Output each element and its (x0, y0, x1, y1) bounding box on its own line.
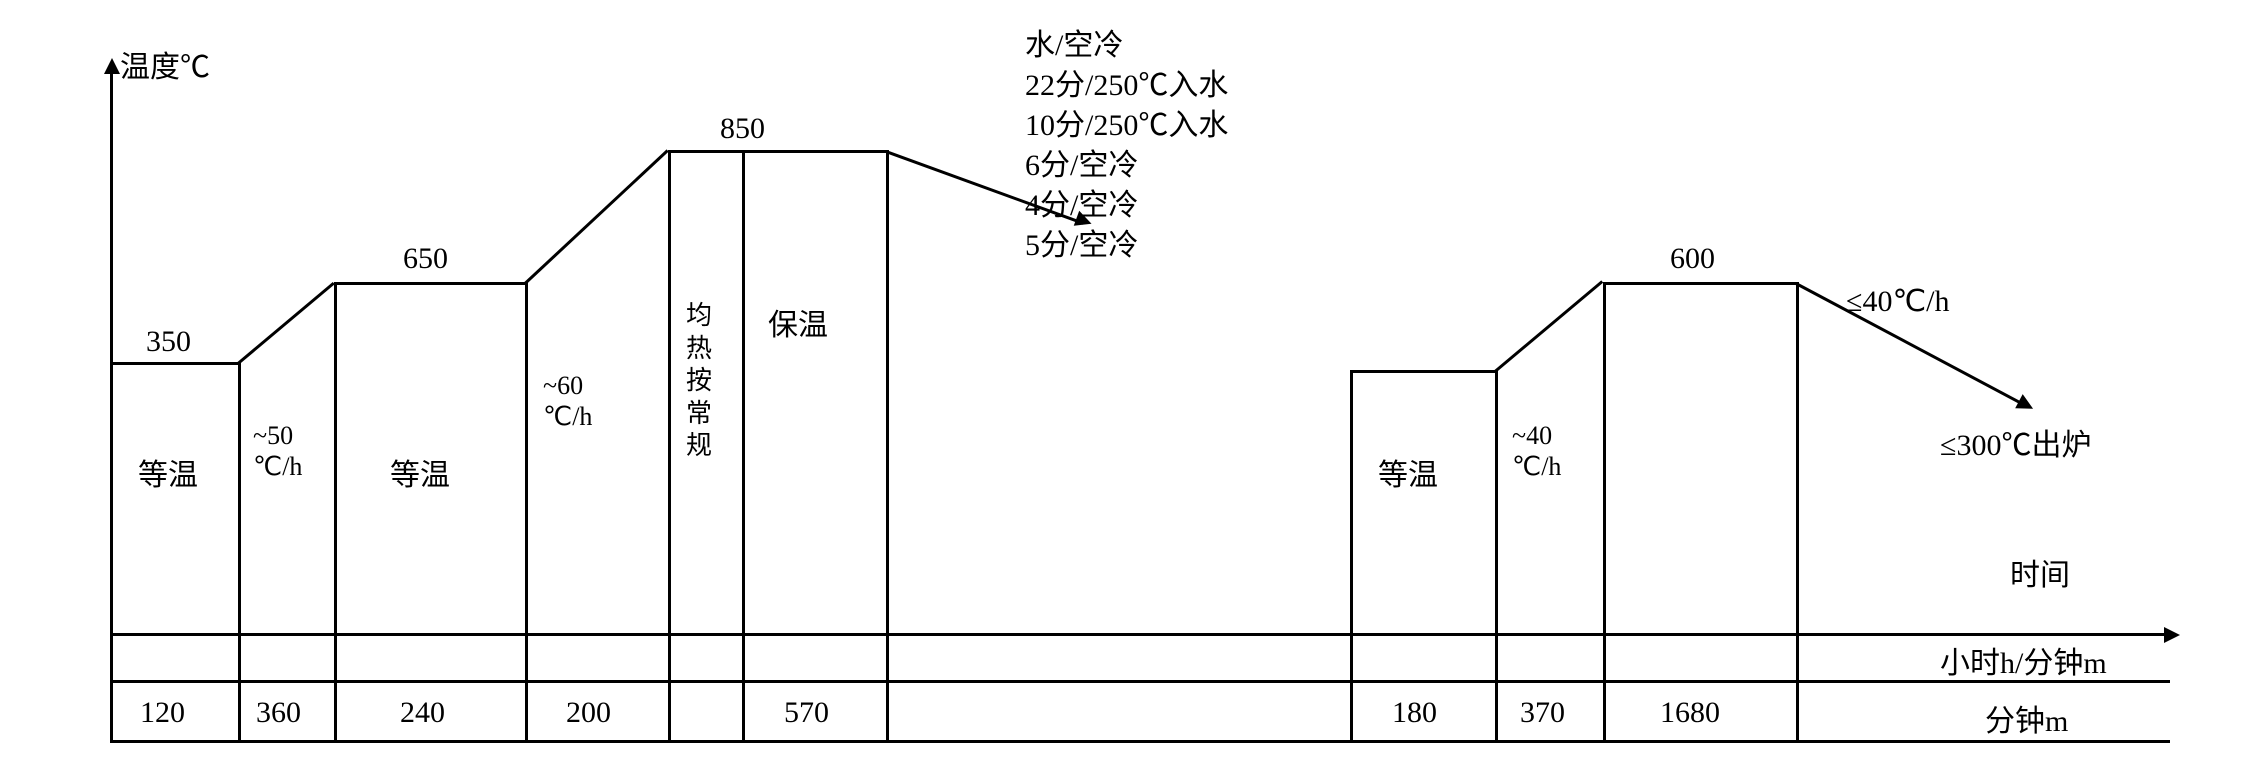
cool-rate-label: ≤40℃/h (1846, 284, 1950, 319)
row-label-minutes: 分钟m (1985, 696, 2068, 740)
cv-9 (1603, 633, 1606, 740)
cooling-line-5: 5分/空冷 (1025, 220, 1138, 264)
table-row-2 (110, 740, 2170, 743)
min-3: 240 (400, 696, 445, 730)
y-axis-label: 温度℃ (120, 42, 210, 86)
ramp-4 (1494, 280, 1603, 372)
plateau-350 (113, 362, 240, 365)
cooling-line-4: 4分/空冷 (1025, 180, 1138, 224)
cooling-line-3: 6分/空冷 (1025, 140, 1138, 184)
heat-treatment-diagram: 温度℃ 350 等温 ~50 ℃/h 650 等温 ~60 ℃/h 850 均 … (20, 20, 2220, 750)
ramp4-label: ~40 ℃/h (1512, 420, 1561, 482)
wall-9 (1603, 282, 1606, 635)
plateau-850 (668, 150, 888, 153)
wall-3 (525, 282, 528, 635)
cv-8 (1495, 633, 1498, 740)
cooling-header: 水/空冷 (1025, 20, 1123, 64)
box-baowen: 保温 (768, 300, 828, 344)
cv-3 (525, 633, 528, 740)
cv-7 (1350, 633, 1353, 740)
temp-650: 650 (403, 242, 448, 276)
plateau-s2 (1350, 370, 1497, 373)
wall-4 (668, 150, 671, 635)
cv-2 (334, 633, 337, 740)
cv-1 (238, 633, 241, 740)
y-axis (110, 65, 113, 635)
min-9: 370 (1520, 696, 1565, 730)
temp-850: 850 (720, 112, 765, 146)
cv-4 (668, 633, 671, 740)
table-row-1 (110, 680, 2170, 683)
ramp1-label: ~50 ℃/h (253, 420, 302, 482)
cooling-line-1: 22分/250℃入水 (1025, 60, 1228, 104)
cv-6 (886, 633, 889, 740)
ramp-1 (237, 282, 335, 365)
box-dengwen-3: 等温 (1378, 450, 1438, 494)
min-1: 120 (140, 696, 185, 730)
cool-arrowhead-2 (2015, 394, 2037, 416)
box-dengwen-1: 等温 (138, 450, 198, 494)
table-row-0 (110, 633, 2170, 636)
cooling-line-2: 10分/250℃入水 (1025, 100, 1228, 144)
ramp2-label: ~60 ℃/h (543, 370, 592, 432)
wall-5 (742, 150, 745, 635)
wall-2 (334, 282, 337, 635)
temp-350: 350 (146, 325, 191, 359)
min-2: 360 (256, 696, 301, 730)
wall-1 (238, 362, 241, 635)
ramp-2 (524, 149, 669, 284)
cv-10 (1796, 633, 1799, 740)
row-label-hours: 小时h/分钟m (1940, 638, 2107, 682)
cv-5 (742, 633, 745, 740)
box-dengwen-2: 等温 (390, 450, 450, 494)
temp-600: 600 (1670, 242, 1715, 276)
plateau-650 (334, 282, 527, 285)
wall-6 (886, 150, 889, 635)
plateau-600 (1603, 282, 1798, 285)
wall-10 (1796, 282, 1799, 635)
min-8: 180 (1392, 696, 1437, 730)
cool-out-label: ≤300℃出炉 (1940, 420, 2091, 464)
table-left-border (110, 633, 113, 740)
y-axis-arrow (104, 58, 120, 74)
min-4: 200 (566, 696, 611, 730)
min-6: 570 (784, 696, 829, 730)
wall-7 (1350, 370, 1353, 635)
box-junre: 均 热 按 常 规 (686, 300, 712, 463)
wall-8 (1495, 370, 1498, 635)
min-10: 1680 (1660, 696, 1720, 730)
x-axis-label: 时间 (2010, 550, 2070, 594)
